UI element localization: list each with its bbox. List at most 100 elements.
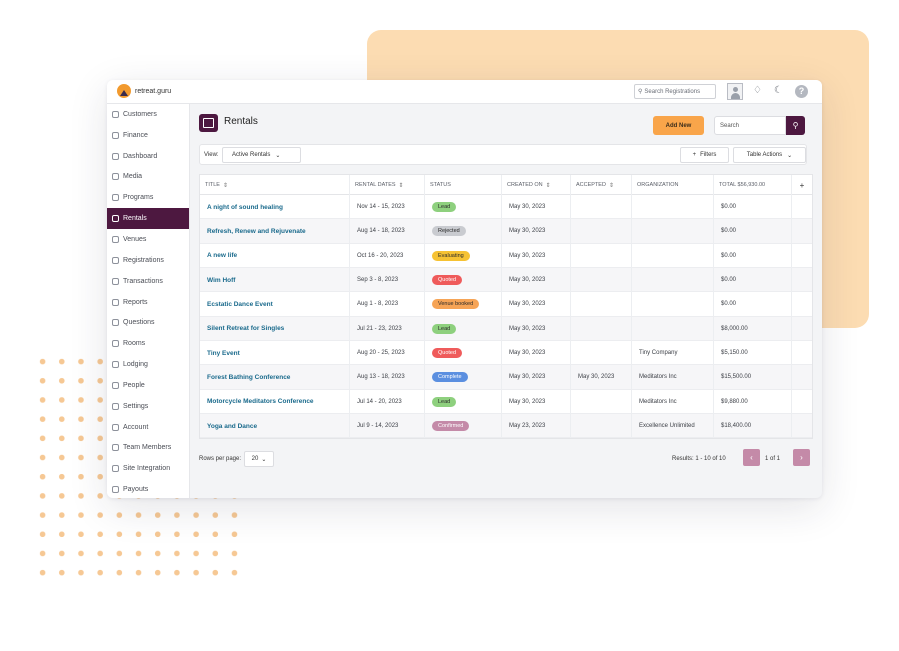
sort-icon[interactable]: ⇕ — [545, 182, 551, 189]
sort-icon[interactable]: ⇕ — [222, 182, 229, 189]
cell-total: $9,880.00 — [714, 389, 792, 414]
sidebar-item-programs[interactable]: Programs — [107, 187, 189, 208]
sidebar-item-payouts[interactable]: Payouts — [107, 479, 189, 498]
cell-text: $15,500.00 — [721, 374, 752, 381]
table-row[interactable]: Motorcycle Meditators Conference Jul 14 -… — [200, 389, 812, 415]
cell-text[interactable]: A night of sound healing — [207, 203, 283, 211]
cell-total: $15,500.00 — [714, 365, 792, 390]
cell-text[interactable]: Silent Retreat for Singles — [207, 325, 285, 333]
sort-icon[interactable]: ⇕ — [608, 182, 614, 189]
sidebar-item-settings[interactable]: Settings — [107, 396, 189, 417]
sidebar-item-customers[interactable]: Customers — [107, 104, 189, 125]
avatar[interactable] — [727, 83, 743, 100]
column-header[interactable]: TOTAL $56,930.00 — [714, 175, 792, 195]
table-row[interactable]: Forest Bathing Conference Aug 13 - 18, 20… — [200, 365, 812, 390]
column-header[interactable]: ORGANIZATION — [632, 175, 714, 195]
sidebar-item-venues[interactable]: Venues — [107, 229, 189, 250]
cell-title[interactable]: Motorcycle Meditators Conference — [200, 389, 350, 414]
cell-title[interactable]: Tiny Event — [200, 341, 350, 366]
cell-text[interactable]: Motorcycle Meditators Conference — [207, 398, 314, 406]
previous-page-button[interactable]: ‹ — [743, 449, 760, 466]
table-row[interactable]: A new life Oct 16 - 20, 2023 Evaluating May… — [200, 243, 812, 269]
rows-per-page-select[interactable]: 20 ⌄ — [244, 451, 275, 467]
sidebar-item-team-members[interactable]: Team Members — [107, 438, 189, 459]
sidebar-item-reports[interactable]: Reports — [107, 292, 189, 313]
sidebar-item-site-integration[interactable]: Site Integration — [107, 458, 189, 479]
cell-text: Aug 13 - 18, 2023 — [357, 374, 405, 381]
sidebar-item-label: Rentals — [123, 215, 147, 223]
table-actions-button[interactable]: Table Actions ⌄ — [733, 147, 806, 163]
cell-text: Jul 14 - 20, 2023 — [357, 398, 402, 405]
cell-text[interactable]: Forest Bathing Conference — [207, 373, 291, 381]
table-row[interactable]: Tiny Event Aug 20 - 25, 2023 Quoted May 30,… — [200, 341, 812, 366]
sidebar-item-lodging[interactable]: Lodging — [107, 354, 189, 375]
sidebar-item-people[interactable]: People — [107, 375, 189, 396]
table-row[interactable]: Refresh, Renew and Rejuvenate Aug 14 - 18… — [200, 219, 812, 244]
plus-icon: + — [692, 152, 697, 158]
sidebar-item-label: Venues — [123, 235, 147, 243]
cell-text: Meditators Inc — [639, 374, 677, 381]
table-row[interactable]: Yoga and Dance Jul 9 - 14, 2023 Confirmed M… — [200, 414, 812, 439]
calendar-icon — [112, 194, 119, 202]
table-row[interactable]: A night of sound healing Nov 14 - 15, 202… — [200, 195, 812, 220]
filters-label: Filters — [700, 152, 717, 158]
column-header[interactable]: STATUS — [425, 175, 502, 195]
cell-text[interactable]: Refresh, Renew and Rejuvenate — [207, 227, 306, 235]
rentals-search-input[interactable]: Search — [714, 116, 786, 135]
sidebar-item-questions[interactable]: Questions — [107, 312, 189, 333]
cell-text[interactable]: Yoga and Dance — [207, 422, 258, 430]
brand-logo[interactable]: retreat.guru — [117, 84, 171, 98]
help-icon[interactable]: ? — [795, 85, 808, 98]
next-page-button[interactable]: › — [793, 449, 810, 466]
column-header[interactable]: RENTAL DATES ⇕ — [350, 175, 425, 195]
table-row[interactable]: Wim Hoff Sep 3 - 8, 2023 Quoted May 30, 202… — [200, 268, 812, 293]
filters-button[interactable]: + Filters — [680, 147, 729, 163]
registrations-search-input[interactable]: ⚲ Search Registrations — [634, 84, 716, 99]
page-title: Rentals — [224, 116, 258, 127]
cell-total: $8,000.00 — [714, 316, 792, 341]
cell-title[interactable]: Refresh, Renew and Rejuvenate — [200, 219, 350, 244]
rows-per-page: Rows per page: 20 ⌄ — [199, 451, 275, 467]
column-header[interactable]: CREATED ON ⇕ — [502, 175, 571, 195]
cell-status: Lead — [425, 316, 502, 341]
table-row[interactable]: Silent Retreat for Singles Jul 21 - 23, 2… — [200, 316, 812, 342]
bell-icon[interactable]: ♢ — [753, 85, 762, 96]
add-new-button[interactable]: Add New — [653, 116, 704, 135]
sidebar-item-registrations[interactable]: Registrations — [107, 250, 189, 271]
cell-title[interactable]: A night of sound healing — [200, 195, 350, 219]
cell-accepted — [571, 292, 632, 317]
sidebar-item-label: Finance — [123, 131, 148, 139]
cell-title[interactable]: Ecstatic Dance Event — [200, 292, 350, 317]
cell-text: Excellence Unlimited — [639, 423, 695, 430]
cell-text[interactable]: A new life — [207, 252, 238, 260]
cell-accepted — [571, 389, 632, 414]
cell-accepted — [571, 316, 632, 341]
sidebar-item-media[interactable]: Media — [107, 167, 189, 188]
cell-text[interactable]: Ecstatic Dance Event — [207, 300, 273, 308]
sidebar-item-transactions[interactable]: Transactions — [107, 271, 189, 292]
sidebar-item-rentals[interactable]: Rentals — [107, 208, 189, 230]
cell-title[interactable]: Forest Bathing Conference — [200, 365, 350, 390]
sidebar-item-dashboard[interactable]: Dashboard — [107, 146, 189, 167]
cell-text: $0.00 — [721, 228, 737, 235]
cell-text[interactable]: Wim Hoff — [207, 276, 236, 284]
column-header[interactable]: ACCEPTED ⇕ — [571, 175, 632, 195]
sort-icon[interactable]: ⇕ — [398, 182, 404, 189]
cell-text[interactable]: Tiny Event — [207, 349, 240, 357]
table-row[interactable]: Ecstatic Dance Event Aug 1 - 8, 2023 Venue… — [200, 292, 812, 317]
cell-title[interactable]: Yoga and Dance — [200, 414, 350, 439]
sidebar-item-rooms[interactable]: Rooms — [107, 333, 189, 354]
cell-title[interactable]: A new life — [200, 243, 350, 268]
chat-icon — [112, 319, 119, 327]
table-header: TOTAL $56,930.00 ORGANIZATION ACCEPTED ⇕ CRE… — [200, 175, 812, 195]
moon-icon[interactable]: ☾ — [774, 85, 783, 96]
sidebar-item-account[interactable]: Account — [107, 417, 189, 438]
sidebar-item-finance[interactable]: Finance — [107, 125, 189, 146]
add-column-button[interactable]: + — [799, 180, 805, 190]
cell-title[interactable]: Silent Retreat for Singles — [200, 316, 350, 341]
cell-title[interactable]: Wim Hoff — [200, 268, 350, 293]
cell-text: Aug 1 - 8, 2023 — [357, 301, 399, 308]
view-select[interactable]: Active Rentals ⌄ — [222, 147, 301, 163]
search-button[interactable]: ⚲ — [786, 116, 805, 135]
column-header[interactable]: TITLE ⇕ — [200, 175, 350, 195]
